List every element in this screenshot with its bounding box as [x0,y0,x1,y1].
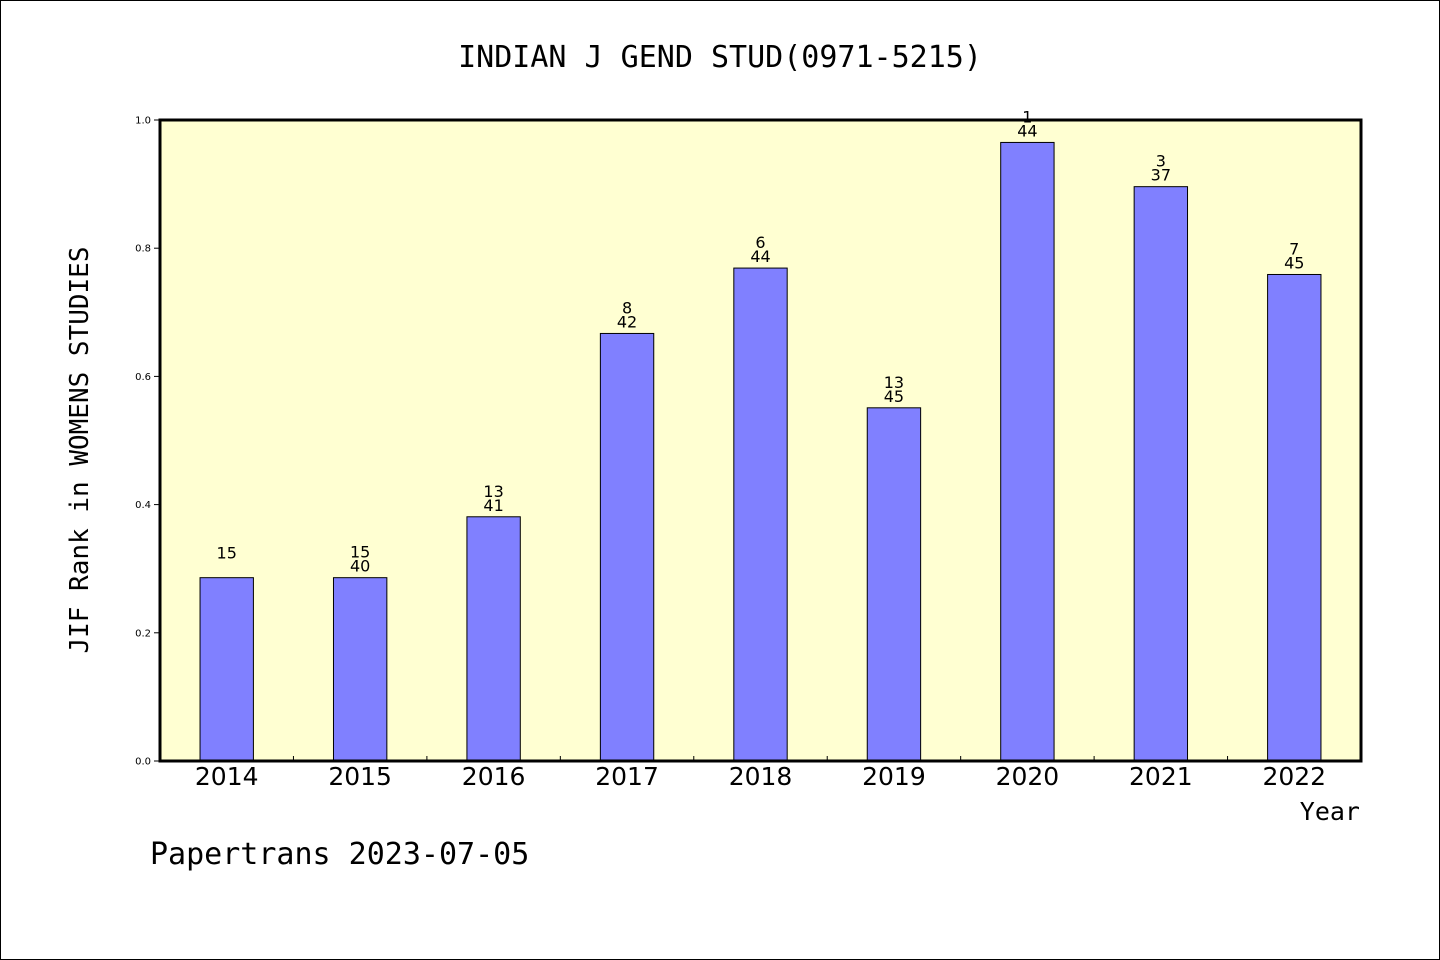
bar-label-rank-2021: 3 [1156,152,1166,171]
bar-label-total-2020: 44 [1017,121,1037,140]
y-tick-label-0.2: 0.2 [135,628,151,639]
x-tick-label-2014: 2014 [195,762,259,791]
bar-label-rank-2018: 6 [755,233,765,252]
bar-label-total-2019: 45 [884,387,904,406]
footer-text: Papertrans 2023-07-05 [150,837,529,872]
bar-label-rank-2014: 15 [217,544,237,563]
axis-ticks-layer: 2014 2015 2016 2017 2018 2019 2020 2021 2022 0.0 0… [135,116,1326,792]
bar-label-total-2021: 37 [1151,166,1171,185]
bar-label-rank-2017: 8 [622,298,632,317]
plot-border [158,118,1363,763]
bar-2016 [466,516,521,762]
x-tick-label-2020: 2020 [996,762,1060,791]
bar-label-total-2015: 40 [350,557,370,576]
bars-layer [199,141,1322,762]
x-tick-label-2021: 2021 [1129,762,1193,791]
bar-label-rank-2015: 15 [350,543,370,562]
y-tick-label-0.6: 0.6 [135,372,151,383]
x-tick-label-2018: 2018 [729,762,793,791]
bar-label-total-2017: 42 [617,312,637,331]
bar-2021 [1133,186,1189,762]
chart-title: INDIAN J GEND STUD(0971-5215) [458,40,982,75]
bar-label-total-2018: 44 [750,247,770,266]
bar-label-total-2016: 41 [483,496,503,515]
bar-2018 [733,267,788,762]
y-axis-label: JIF Rank in WOMENS STUDIES [65,247,95,654]
y-tick-label-0.0: 0.0 [135,757,151,768]
y-tick-label-0.8: 0.8 [135,244,151,255]
bar-2017 [599,332,655,762]
bar-2020 [1000,141,1055,762]
bar-2014 [199,577,254,762]
bar-2019 [866,407,922,762]
x-tick-label-2016: 2016 [462,762,526,791]
bar-label-rank-2016: 13 [483,482,503,501]
x-tick-label-2017: 2017 [595,762,659,791]
bar-2022 [1267,273,1322,762]
x-tick-label-2019: 2019 [862,762,926,791]
bar-label-rank-2019: 13 [884,373,904,392]
bar-2015 [332,577,388,762]
y-tick-label-1.0: 1.0 [135,116,151,127]
y-tick-label-0.4: 0.4 [135,500,151,511]
x-tick-label-2022: 2022 [1262,762,1326,791]
bar-label-rank-2022: 7 [1289,239,1299,258]
x-axis-label: Year [1300,797,1360,826]
x-tick-label-2015: 2015 [328,762,392,791]
bar-label-rank-2020: 1 [1022,107,1032,126]
bar-label-total-2022: 45 [1284,253,1304,272]
